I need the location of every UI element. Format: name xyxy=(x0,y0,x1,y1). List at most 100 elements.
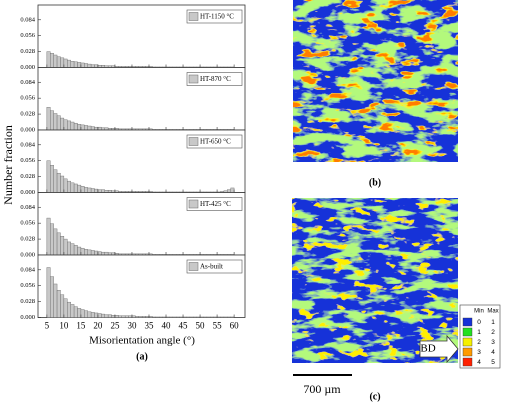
bar xyxy=(84,249,88,256)
bar xyxy=(53,283,58,318)
bar xyxy=(87,125,92,131)
x-tick-label: 30 xyxy=(127,321,137,331)
legend-box xyxy=(186,259,243,274)
bar xyxy=(155,316,160,318)
bar xyxy=(73,122,78,131)
legend-box xyxy=(186,9,243,24)
kam-legend-value: 1 xyxy=(491,319,495,326)
y-axis-label: Number fraction xyxy=(1,125,15,205)
bar xyxy=(67,241,71,256)
y-tick-label: 0.028 xyxy=(20,236,35,243)
y-tick-label: 0.000 xyxy=(20,189,35,196)
x-tick-label: 35 xyxy=(144,321,154,331)
y-tick-label: 0.084 xyxy=(20,204,35,211)
bar xyxy=(227,316,231,318)
bar xyxy=(77,246,82,256)
bar xyxy=(230,316,235,318)
bar xyxy=(73,245,78,256)
bar xyxy=(63,298,68,318)
kam-legend-header: Min xyxy=(474,309,484,315)
bar xyxy=(159,316,163,318)
y-tick-label: 0.056 xyxy=(20,157,35,164)
bar xyxy=(138,316,143,318)
bar xyxy=(107,314,112,318)
bar xyxy=(165,316,170,318)
legend-label: HT-425 °C xyxy=(200,200,231,208)
bar xyxy=(87,311,92,318)
bar xyxy=(50,165,54,193)
bar xyxy=(67,120,71,131)
bar xyxy=(70,243,75,256)
bar xyxy=(84,187,88,193)
legend-label: As-built xyxy=(200,262,223,270)
legend-label: HT-650 °C xyxy=(200,137,231,145)
bar xyxy=(84,63,88,68)
bar xyxy=(182,316,187,318)
bar xyxy=(104,251,109,256)
y-tick-label: 0.056 xyxy=(20,220,35,227)
bar xyxy=(60,175,65,193)
bar xyxy=(210,316,214,318)
kam-legend-value: 4 xyxy=(477,359,481,366)
bar xyxy=(60,117,65,131)
y-tick-label: 0.056 xyxy=(20,282,35,289)
bar xyxy=(50,110,54,131)
y-tick-label: 0.028 xyxy=(20,111,35,118)
x-tick-label: 5 xyxy=(45,321,50,331)
bar xyxy=(135,316,139,318)
kam-legend-value: 3 xyxy=(491,339,495,346)
legend-box xyxy=(186,72,243,86)
bar xyxy=(73,61,78,68)
bar xyxy=(213,316,218,318)
bar xyxy=(176,316,180,318)
legend-swatch xyxy=(188,199,199,209)
bar xyxy=(87,187,92,193)
kam-legend-swatch xyxy=(462,317,473,327)
bar xyxy=(104,314,109,318)
bd-label: BD xyxy=(420,343,435,355)
bar xyxy=(94,250,99,256)
bar xyxy=(46,217,51,256)
bar xyxy=(111,315,116,318)
bar xyxy=(56,290,61,318)
bd-arrow xyxy=(419,334,459,364)
bar xyxy=(196,316,201,318)
bar xyxy=(206,316,211,318)
bar xyxy=(169,316,174,318)
kam-legend-value: 1 xyxy=(477,329,481,336)
y-tick-label: 0.056 xyxy=(20,32,35,39)
bar xyxy=(124,315,129,318)
bar xyxy=(90,312,95,318)
bar xyxy=(56,56,61,68)
bar xyxy=(80,124,85,131)
kam-legend-value: 3 xyxy=(477,349,481,356)
kam-legend-swatch xyxy=(462,337,473,347)
kam-map-b xyxy=(293,0,458,162)
bar xyxy=(70,182,75,193)
legend-label: HT-870 °C xyxy=(200,75,231,83)
y-tick-label: 0.084 xyxy=(20,16,35,23)
bar xyxy=(60,57,65,68)
x-tick-label: 15 xyxy=(76,321,86,331)
x-tick-label: 55 xyxy=(213,321,223,331)
bar xyxy=(101,313,105,318)
panel-label: (c) xyxy=(369,391,380,402)
kam-legend-swatch xyxy=(462,347,473,357)
bar xyxy=(63,119,68,131)
scale-bar-label: 700 µm xyxy=(303,382,341,396)
bar xyxy=(46,160,51,193)
bar xyxy=(172,316,177,318)
bar xyxy=(63,178,68,193)
panel-label: (b) xyxy=(369,177,381,188)
bar xyxy=(141,316,146,318)
y-tick-label: 0.056 xyxy=(20,95,35,102)
legend-swatch xyxy=(188,262,199,271)
bar xyxy=(53,169,58,193)
bar xyxy=(145,316,150,318)
x-tick-label: 20 xyxy=(93,321,103,331)
legend-label: HT-1150 °C xyxy=(200,12,234,20)
y-tick-label: 0.028 xyxy=(20,298,35,305)
bar xyxy=(63,238,68,256)
y-tick-label: 0.084 xyxy=(20,79,35,86)
